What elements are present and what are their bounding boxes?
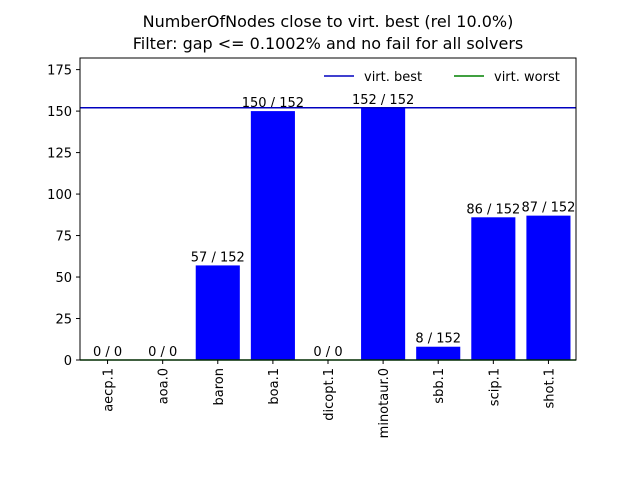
legend-label-virt-best: virt. best xyxy=(364,70,422,85)
y-tick-label: 125 xyxy=(47,147,72,162)
bar-label-boa.1: 150 / 152 xyxy=(242,96,304,111)
bar-label-minotaur.0: 152 / 152 xyxy=(352,93,414,108)
x-tick-label-sbb.1: sbb.1 xyxy=(432,368,447,404)
y-tick-label: 75 xyxy=(55,230,72,245)
chart-title-line2: Filter: gap <= 0.1002% and no fail for a… xyxy=(133,34,523,53)
legend: virt. best virt. worst xyxy=(324,70,560,85)
x-tick-label-baron: baron xyxy=(212,368,227,405)
chart-title-line1: NumberOfNodes close to virt. best (rel 1… xyxy=(143,12,514,31)
x-tick-label-aoa.0: aoa.0 xyxy=(157,368,172,404)
x-tick-label-scip.1: scip.1 xyxy=(487,368,502,406)
bar-baron xyxy=(195,265,240,360)
x-tick-label-shot.1: shot.1 xyxy=(542,368,557,408)
y-tick-label: 50 xyxy=(55,271,72,286)
bar-label-sbb.1: 8 / 152 xyxy=(415,332,461,347)
y-tick-label: 175 xyxy=(47,64,72,79)
bar-sbb.1 xyxy=(416,346,461,360)
bar-label-aecp.1: 0 / 0 xyxy=(93,345,122,360)
y-tick-label: 100 xyxy=(47,188,72,203)
legend-label-virt-worst: virt. worst xyxy=(494,70,560,85)
y-tick-label: 25 xyxy=(55,313,72,328)
bar-label-dicopt.1: 0 / 0 xyxy=(313,345,342,360)
bar-label-scip.1: 86 / 152 xyxy=(466,202,520,217)
x-tick-label-boa.1: boa.1 xyxy=(267,368,282,405)
x-tick-label-dicopt.1: dicopt.1 xyxy=(322,368,337,421)
bar-label-baron: 57 / 152 xyxy=(191,250,245,265)
bar-label-shot.1: 87 / 152 xyxy=(521,201,575,216)
y-tick-label: 0 xyxy=(64,354,72,369)
bar-shot.1 xyxy=(526,215,571,360)
bar-label-aoa.0: 0 / 0 xyxy=(148,345,177,360)
bar-boa.1 xyxy=(250,111,295,360)
x-tick-label-aecp.1: aecp.1 xyxy=(102,368,117,412)
bar-minotaur.0 xyxy=(361,107,406,361)
y-tick-label: 150 xyxy=(47,105,72,120)
bar-scip.1 xyxy=(471,217,516,360)
x-tick-label-minotaur.0: minotaur.0 xyxy=(377,368,392,438)
plot-area: 0 / 0 0 / 0 57 / 152 150 / 152 0 / 0 152 / 15… xyxy=(47,57,577,438)
